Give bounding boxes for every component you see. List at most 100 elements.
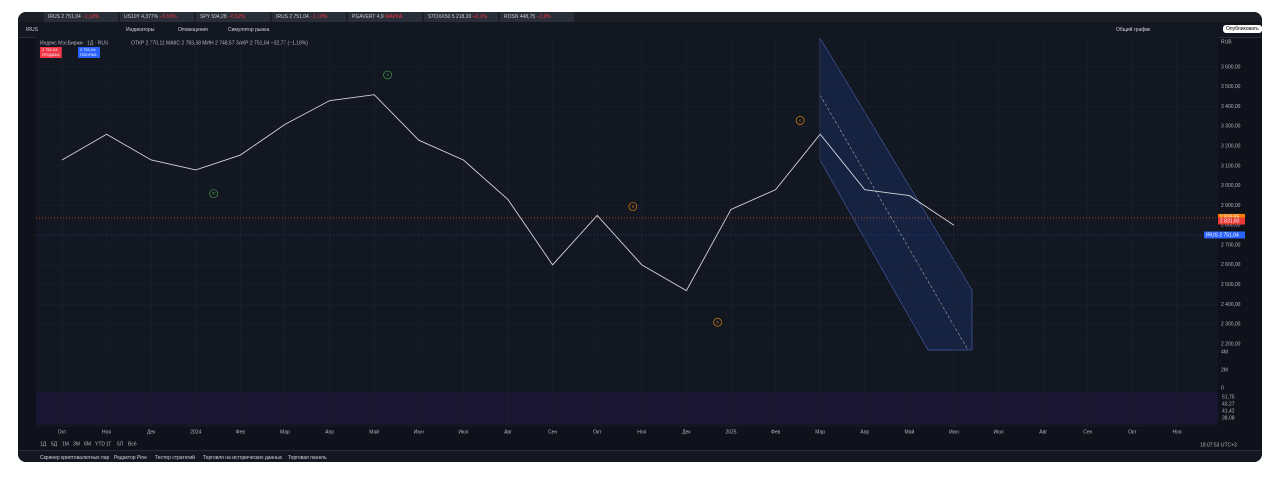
wave-label: c <box>799 117 801 122</box>
tab-change: −1,0% <box>536 14 551 20</box>
buy-price: 2 751,04 <box>80 47 96 52</box>
legend-ohlc: ОТКР 2 770,11 МАКС 2 783,68 МИН 2 748,57… <box>131 40 308 46</box>
range-button[interactable]: Всё <box>128 441 137 447</box>
tab[interactable]: SPY 594,28 −0,52% <box>196 12 270 22</box>
clock: 18:07:53 UTC+3 <box>1200 442 1237 448</box>
publish[interactable]: Опубликовать <box>1223 25 1262 33</box>
x-tick-label: Апр <box>860 429 869 435</box>
range-button[interactable]: 5Л <box>117 441 123 447</box>
tab-price: 2 751,04 <box>61 14 81 20</box>
x-tick-label: Авг <box>504 429 512 435</box>
bottom-tab[interactable]: Редактор Pine <box>114 455 147 461</box>
x-tick-label: Сен <box>548 429 557 435</box>
y-tick-label: 2 400,00 <box>1221 302 1241 308</box>
wave-circle <box>628 202 638 211</box>
x-tick-label: 2024 <box>190 429 201 435</box>
tab-price: 448,75 <box>519 14 536 20</box>
x-tick-label: Фев <box>236 429 246 435</box>
currency: RUB <box>1221 39 1232 45</box>
wave-label: IV <box>212 191 216 196</box>
layout[interactable]: Общий график <box>1116 27 1151 33</box>
sell-label: ПРОДАЖА <box>42 53 60 57</box>
tab-symbol: IRUS <box>48 14 60 20</box>
x-tick-label: Июн <box>414 429 424 435</box>
sell-button[interactable] <box>40 47 62 58</box>
y-tick-label: 2 300,00 <box>1221 322 1241 328</box>
y-tick-label: 3 300,00 <box>1221 124 1241 130</box>
tab[interactable]: ROSN 448,75 −1,0% <box>500 12 574 22</box>
tab-symbol: ROSN <box>504 14 519 20</box>
tab-price: 2 751,04 <box>289 14 309 20</box>
wave-circle <box>795 116 805 125</box>
volume-tick: 2M <box>1221 367 1228 373</box>
range-button[interactable]: 6М <box>84 441 91 447</box>
alerts[interactable]: Оповещения <box>178 27 208 33</box>
tab[interactable]: IRUS 2 751,04 −1,18% <box>272 12 346 22</box>
x-tick-label: Мар <box>280 429 290 435</box>
y-tick-label: 3 500,00 <box>1221 84 1241 90</box>
sell-price: 2 751,04 <box>42 47 58 52</box>
tab-change: −1,18% <box>310 14 328 20</box>
x-tick-label: Июл <box>994 429 1004 435</box>
bottom-tab[interactable]: Торговля на исторических данных <box>203 455 283 461</box>
replay[interactable]: Симулятор рынка <box>228 27 270 33</box>
x-tick-label: Мар <box>815 429 825 435</box>
y-tick-label: 3 100,00 <box>1221 163 1241 169</box>
price-line <box>61 94 955 292</box>
x-tick-label: Дек <box>682 429 691 435</box>
buy-button[interactable] <box>78 47 100 58</box>
y-tick-label: 2 800,00 <box>1221 223 1241 229</box>
range-button[interactable]: YTD <box>95 441 105 447</box>
tab-bar: IRUS 2 751,04 −1,18% US10Y 4,377% −0,63%… <box>18 12 1262 22</box>
x-tick-label: Ноя <box>637 429 646 435</box>
tab[interactable]: IRUS 2 751,04 −1,18% <box>44 12 118 22</box>
price-label-box <box>1204 231 1245 239</box>
plot-area <box>36 37 1218 427</box>
y-tick-label: 2 500,00 <box>1221 282 1241 288</box>
y-tick-label: 3 600,00 <box>1221 64 1241 70</box>
wave-circle <box>383 70 392 80</box>
tab-change: +0,1% <box>472 14 487 20</box>
range-button[interactable]: 1Г <box>106 441 112 447</box>
bottom-tab[interactable]: Тестер стратегий <box>155 455 195 461</box>
indicators[interactable]: Индикаторы <box>126 27 155 33</box>
tab-symbol: SPY <box>200 14 210 20</box>
price-label-box <box>1218 217 1245 225</box>
range-button[interactable]: 1Д <box>40 441 47 447</box>
wave-circle <box>713 317 722 327</box>
symbol-search[interactable]: IRUS <box>26 27 38 33</box>
volume-tick: 4M <box>1221 349 1228 355</box>
x-tick-label: Окт <box>1128 429 1137 435</box>
y-tick-label: 2 200,00 <box>1221 341 1241 347</box>
range-button[interactable]: 1М <box>62 441 69 447</box>
oscillator-label: 41,42 <box>1222 408 1235 414</box>
x-tick-label: Ноя <box>102 429 111 435</box>
tab[interactable]: PGAVERT 4,9 МАРКА <box>348 12 422 22</box>
y-tick-label: 2 700,00 <box>1221 242 1241 248</box>
tab-symbol: US10Y <box>124 14 140 20</box>
tab-price: 4,9 <box>376 14 384 20</box>
wave-label: b <box>717 319 720 324</box>
wave-label: a <box>632 204 635 209</box>
price-label-box <box>1218 213 1245 221</box>
oscillator-pane <box>36 392 1218 424</box>
y-tick-label: 3 400,00 <box>1221 104 1241 110</box>
x-tick-label: Июл <box>458 429 468 435</box>
range-button[interactable]: 3М <box>73 441 80 447</box>
buy-label: ПОКУПКА <box>80 53 97 57</box>
y-tick-label: 2 900,00 <box>1221 203 1241 209</box>
price-label: IRUS 2 751,04 <box>1206 232 1239 238</box>
range-button[interactable]: 5Д <box>51 441 58 447</box>
wave-circle <box>209 189 218 198</box>
channel-midline <box>819 94 969 351</box>
x-tick-label: 2025 <box>725 429 736 435</box>
tab[interactable]: US10Y 4,377% −0,63% <box>120 12 194 22</box>
tab-symbol: STOXX50 <box>428 14 451 20</box>
bottom-tab[interactable]: Скринер криптовалютных пар <box>40 455 110 461</box>
tab[interactable]: STOXX50 5 218,20 +0,1% <box>424 12 498 22</box>
volume-tick: 0 <box>1221 385 1224 391</box>
bottom-tab[interactable]: Торговая панель <box>288 455 327 461</box>
y-tick-label: 3 200,00 <box>1221 143 1241 149</box>
